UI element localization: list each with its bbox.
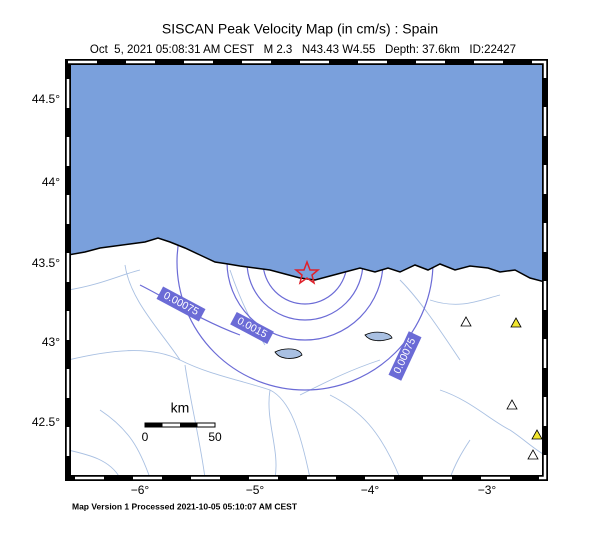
frame-ticks [66, 60, 547, 480]
station [506, 399, 518, 410]
station [531, 429, 543, 440]
title: SISCAN Peak Velocity Map (in cm/s) : Spa… [162, 21, 438, 37]
subtitle: Oct 5, 2021 05:08:31 AM CEST M 2.3 N43.4… [90, 44, 516, 56]
sea [68, 62, 545, 283]
scale-end: 50 [208, 430, 222, 444]
station [460, 316, 472, 327]
lat-label: 44° [42, 175, 60, 189]
station [527, 449, 539, 460]
lat-label: 44.5° [32, 92, 60, 106]
lon-label: −4° [361, 483, 380, 497]
lon-label: −5° [246, 483, 265, 497]
lon-label: −6° [131, 483, 150, 497]
epicenter [293, 259, 321, 285]
footer: Map Version 1 Processed 2021-10-05 05:10… [72, 501, 298, 511]
lat-label: 42.5° [32, 415, 60, 429]
lon-labels: −6° −5° −4° −3° [131, 483, 497, 497]
scale-unit: km [171, 400, 190, 416]
lat-labels: 44.5° 44° 43.5° 43° 42.5° [32, 92, 60, 429]
scale-bar: km 0 50 [142, 400, 222, 444]
lat-label: 43° [42, 335, 60, 349]
station [510, 317, 522, 328]
lat-label: 43.5° [32, 256, 60, 270]
reservoir [364, 331, 393, 342]
scale-start: 0 [142, 430, 149, 444]
rivers [68, 264, 545, 478]
map-body: 0.00075 0.0015 0.00075 km 0 50 [68, 62, 545, 478]
stations [460, 316, 543, 460]
reservoir [274, 348, 303, 359]
lon-label: −3° [478, 483, 497, 497]
